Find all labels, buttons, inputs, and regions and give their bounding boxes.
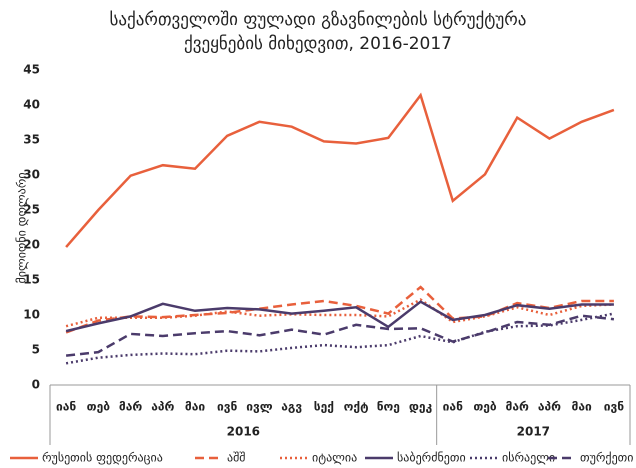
x-tick-label: ივლ <box>246 400 273 414</box>
x-tick-label: დეკ <box>409 400 433 414</box>
x-tick-label: ივნ <box>604 400 625 414</box>
y-tick-label: 40 <box>23 98 40 112</box>
series-line <box>65 298 614 328</box>
x-tick-label: იან <box>56 400 76 414</box>
x-tick-label: აგვ <box>281 400 302 414</box>
legend-label: აშშ <box>227 451 246 465</box>
x-tick-label: სექ <box>314 400 334 414</box>
y-tick-label: 15 <box>23 273 40 287</box>
x-tick-label: ნოე <box>377 400 400 414</box>
x-tick-label: მაი <box>185 400 205 414</box>
x-tick-label: აპრ <box>151 400 174 414</box>
x-tick-label: ოქტ <box>344 400 369 414</box>
legend-label: ისრაელი <box>502 451 555 465</box>
x-tick-label: იან <box>443 400 463 414</box>
y-tick-label: 5 <box>32 343 40 357</box>
y-tick-label: 25 <box>23 203 40 217</box>
y-tick-label: 20 <box>23 238 40 252</box>
y-tick-label: 30 <box>23 168 40 182</box>
chart-title: ქვეყნების მიხედვით, 2016-2017 <box>184 34 452 54</box>
y-tick-label: 10 <box>23 308 40 322</box>
x-group-label: 2016 <box>227 425 260 439</box>
x-tick-label: თებ <box>473 400 497 414</box>
x-group-label: 2017 <box>517 425 550 439</box>
x-tick-label: მარ <box>119 400 142 414</box>
x-tick-label: თებ <box>87 400 111 414</box>
y-tick-label: 35 <box>23 133 40 147</box>
series-line <box>65 300 614 333</box>
series-line <box>65 92 615 248</box>
y-tick-label: 45 <box>23 63 40 77</box>
legend-label: საბერძნეთი <box>397 451 466 465</box>
y-axis-label: მილიონი დოლარი <box>15 172 29 283</box>
series-line <box>65 312 615 365</box>
x-tick-label: მაი <box>572 400 592 414</box>
series-line <box>65 314 615 357</box>
y-tick-label: 0 <box>32 378 40 392</box>
legend-label: იტალია <box>312 451 357 465</box>
legend-label: თურქეთი <box>580 451 634 465</box>
x-tick-label: აპრ <box>538 400 561 414</box>
x-tick-label: ივნ <box>217 400 238 414</box>
legend-label: რუსეთის ფედერაცია <box>42 451 163 465</box>
chart-title: საქართველოში ფულადი გზავნილების სტრუქტურ… <box>110 10 527 30</box>
x-tick-label: მარ <box>506 400 529 414</box>
